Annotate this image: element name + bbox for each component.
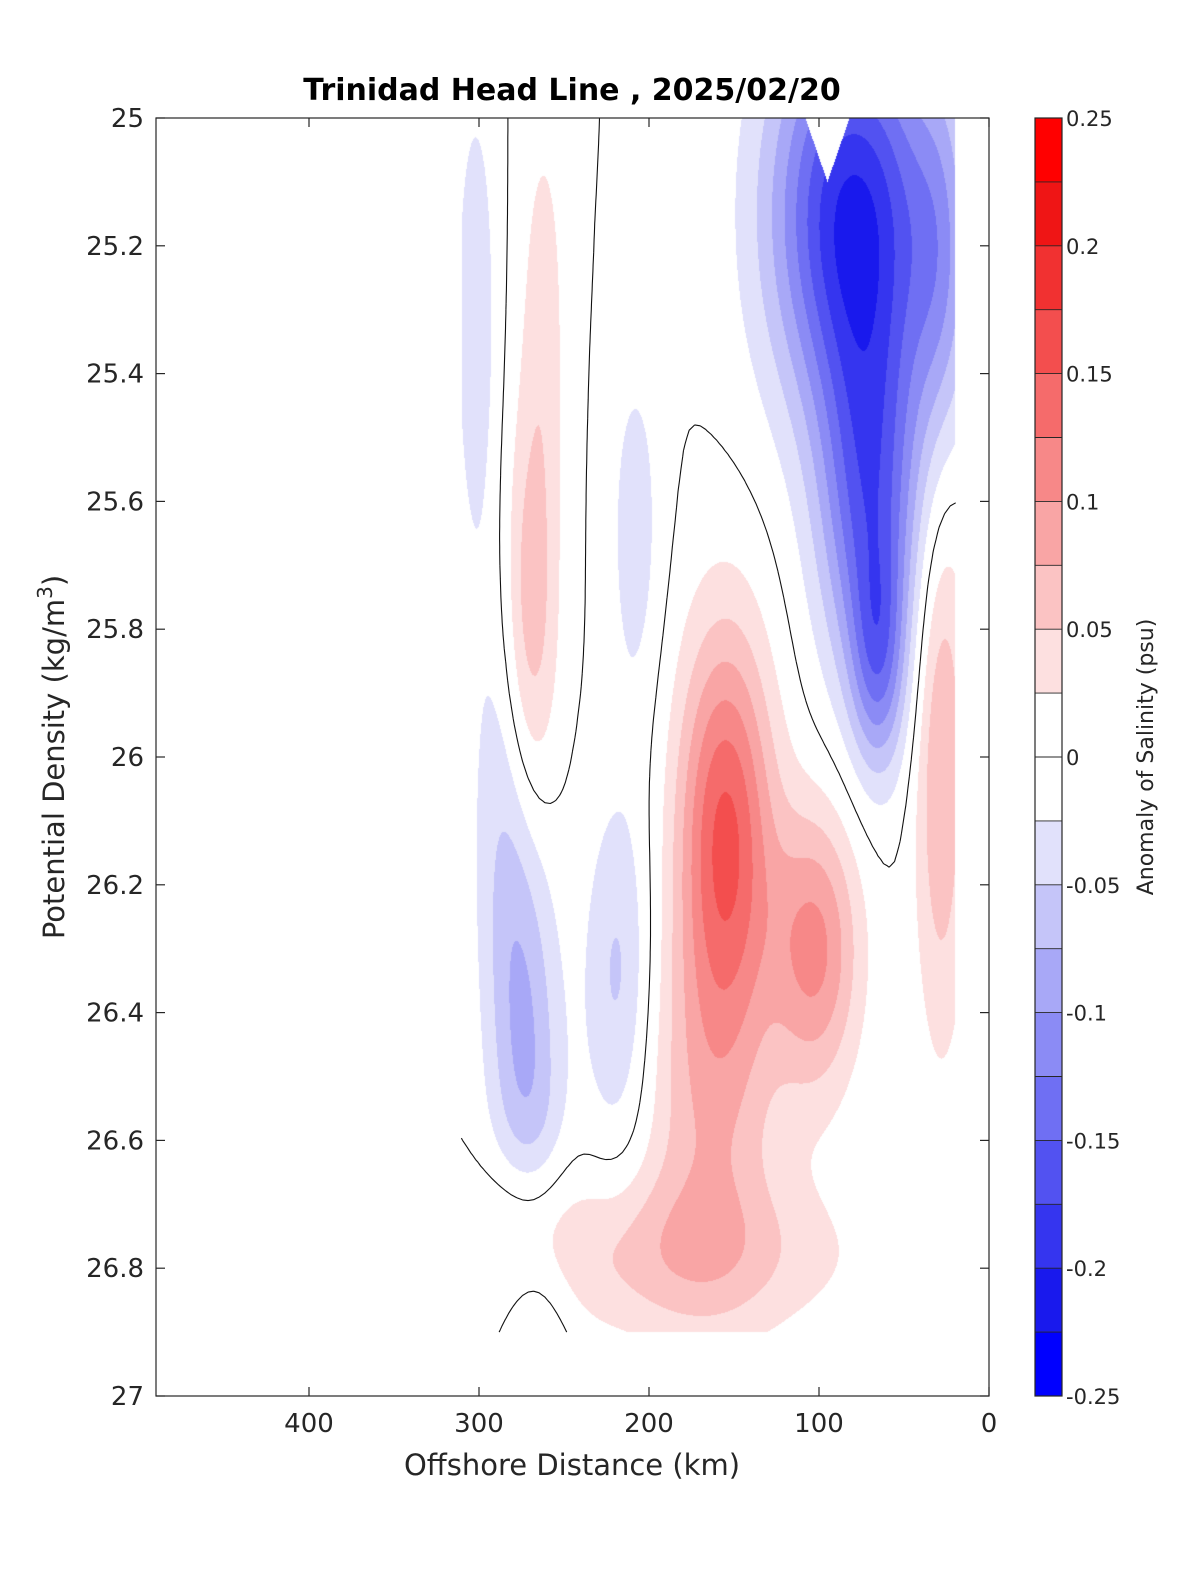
colorbar-tick-label: 0 [1066, 746, 1079, 770]
y-tick-label: 25.2 [86, 232, 144, 262]
x-tick-label: 0 [981, 1409, 998, 1439]
zero-contour-line [460, 117, 956, 1333]
colorbar-segment [1035, 1204, 1062, 1269]
colorbar-segment [1035, 629, 1062, 694]
y-tick-label: 25.8 [86, 615, 144, 645]
colorbar-tick-label: -0.1 [1066, 1002, 1107, 1026]
y-tick-label: 27 [111, 1382, 144, 1412]
salinity-anomaly-field [156, 118, 989, 1396]
colorbar-segment [1035, 1268, 1062, 1333]
colorbar-segment [1035, 1332, 1062, 1397]
colorbar-segment [1035, 884, 1062, 950]
colorbar-segment [1035, 373, 1062, 438]
colorbar-tick-label: -0.25 [1066, 1385, 1120, 1409]
y-axis-label-end: ) [37, 575, 71, 586]
x-axis-label: Offshore Distance (km) [404, 1448, 740, 1482]
colorbar: 0.25 0.2 0.15 0.1 0.05 0 -0.05 -0.1 -0.15 -0.2 -0.… [1034, 107, 1120, 1409]
colorbar-tick-label: 0.15 [1066, 363, 1113, 387]
colorbar-segment [1035, 437, 1062, 502]
colorbar-tick-label: 0.1 [1066, 490, 1099, 514]
chart-title: Trinidad Head Line , 2025/02/20 [303, 73, 840, 108]
colorbar-tick-label: -0.2 [1066, 1257, 1107, 1281]
y-tick-label: 26 [111, 743, 144, 773]
colorbar-segment [1035, 1012, 1062, 1077]
y-tick-label: 26.6 [86, 1126, 144, 1156]
colorbar-tick-label: -0.05 [1066, 874, 1120, 898]
plot-area: 400 300 200 100 0 25 25.2 25.4 25.6 25.8 26 26.2 26… [86, 104, 997, 1439]
colorbar-label: Anomaly of Salinity (psu) [1134, 619, 1159, 896]
x-tick-label: 200 [624, 1409, 674, 1439]
colorbar-segment [1035, 1140, 1062, 1205]
y-axis-label: Potential Density (kg/m3) [33, 575, 71, 939]
y-tick-label: 25.4 [86, 360, 144, 390]
x-axis-ticks: 400 300 200 100 0 [284, 118, 997, 1439]
colorbar-segment [1035, 245, 1062, 311]
zero-contours [460, 117, 956, 1333]
colorbar-segment [1035, 501, 1062, 566]
colorbar-segment [1035, 309, 1062, 375]
colorbar-segment [1035, 948, 1062, 1014]
colorbar-tick-label: -0.15 [1066, 1129, 1120, 1153]
y-tick-label: 26.8 [86, 1254, 144, 1284]
colorbar-segment [1035, 757, 1062, 822]
y-tick-label: 26.2 [86, 871, 144, 901]
colorbar-tick-label: 0.05 [1066, 618, 1113, 642]
y-axis-label-main: Potential Density (kg/m [37, 599, 71, 939]
colorbar-segment [1035, 693, 1062, 758]
colorbar-segment [1035, 181, 1062, 247]
y-tick-label: 25.6 [86, 487, 144, 517]
colorbar-segment [1035, 1076, 1062, 1141]
colorbar-segment [1035, 118, 1062, 183]
x-tick-label: 100 [794, 1409, 844, 1439]
colorbar-tick-label: 0.25 [1066, 107, 1113, 131]
y-tick-label: 26.4 [86, 999, 144, 1029]
colorbar-segment [1035, 565, 1062, 630]
x-tick-label: 300 [454, 1409, 504, 1439]
x-tick-label: 400 [284, 1409, 334, 1439]
y-axis-ticks: 25 25.2 25.4 25.6 25.8 26 26.2 26.4 26.6 26.8 27 [86, 104, 989, 1412]
colorbar-segment [1035, 820, 1062, 886]
y-tick-label: 25 [111, 104, 144, 134]
colorbar-tick-label: 0.2 [1066, 235, 1099, 259]
y-axis-label-sup: 3 [33, 586, 57, 599]
colorbar-frame [1034, 117, 1063, 1397]
